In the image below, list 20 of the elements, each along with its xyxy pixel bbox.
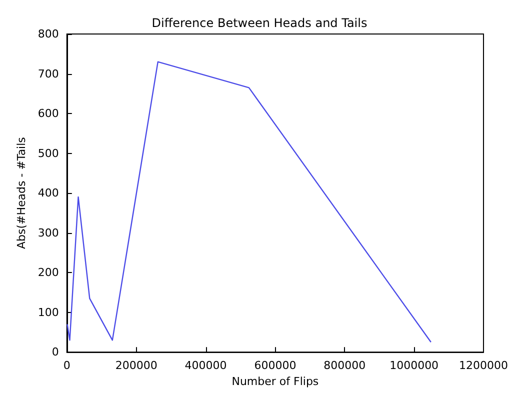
x-tick-label: 600000	[254, 359, 296, 372]
y-tick-label: 300	[38, 226, 59, 240]
y-tick-label: 100	[38, 306, 59, 319]
y-axis-title: Abs(#Heads - #Tails	[15, 136, 28, 250]
chart-title: Difference Between Heads and Tails	[152, 16, 368, 30]
y-tick-label: 600	[38, 107, 59, 120]
x-tick-label: 400000	[184, 359, 227, 372]
y-tick-label: 0	[52, 346, 59, 359]
y-tick-label: 500	[38, 146, 59, 160]
x-tick-label: 1200000	[459, 359, 508, 372]
y-tick-label: 700	[38, 67, 59, 80]
x-tick-label: 0	[63, 359, 70, 372]
x-tick-label: 800000	[324, 359, 366, 372]
x-tick-label: 200000	[115, 359, 158, 372]
x-axis-title: Number of Flips	[232, 375, 319, 388]
y-tick-label: 200	[38, 266, 59, 280]
y-tick-label: 800	[38, 28, 59, 40]
line-series	[66, 61, 432, 343]
y-tick-label: 400	[38, 186, 59, 200]
x-tick-label: 1000000	[390, 359, 439, 372]
